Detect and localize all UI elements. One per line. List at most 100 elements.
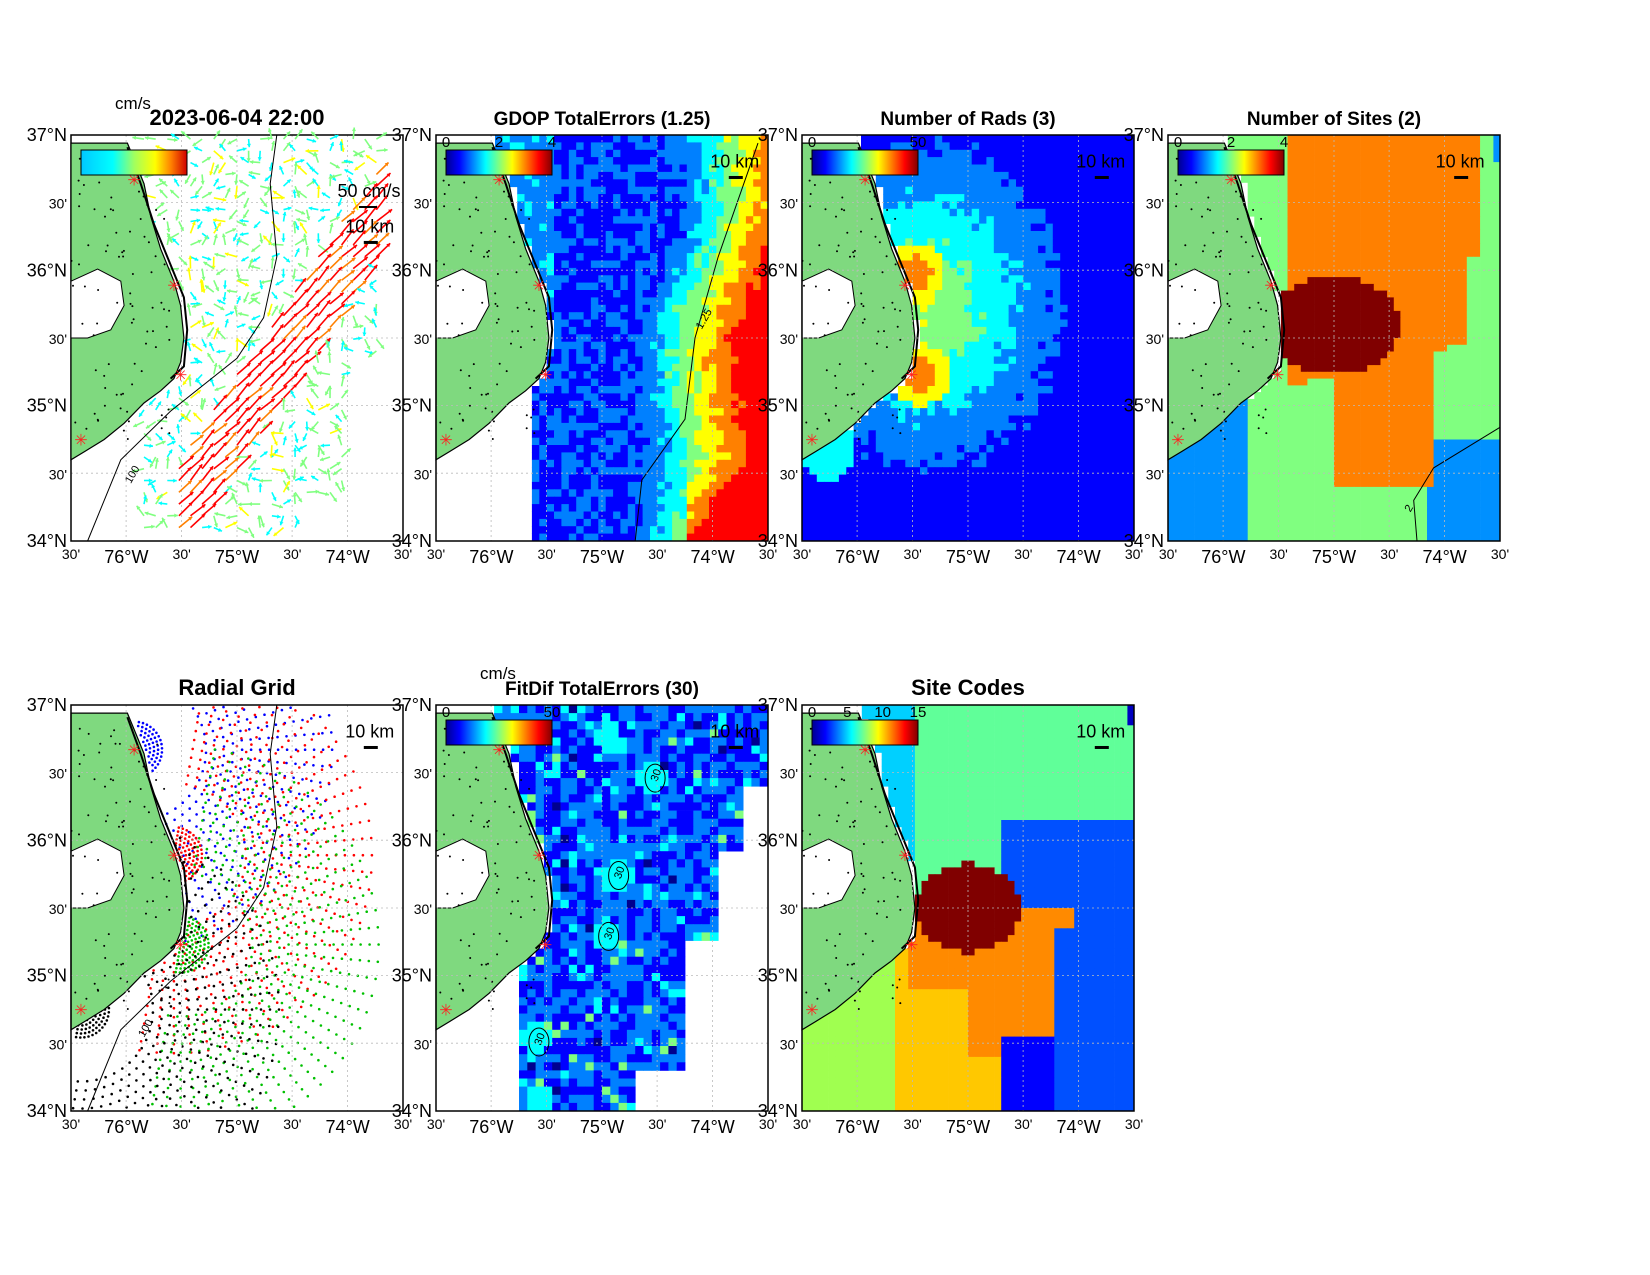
rads-cell	[1008, 496, 1017, 505]
rads-cell	[1060, 164, 1068, 173]
rads-cell	[1119, 223, 1127, 232]
rads-cell	[949, 400, 958, 409]
coast-dot	[487, 249, 490, 252]
gdop-cell	[723, 437, 732, 446]
rads-cell	[1030, 452, 1039, 461]
gdop-cell	[731, 186, 739, 195]
rads-cell	[942, 481, 950, 490]
rads-cell	[1089, 194, 1098, 202]
rads-cell	[861, 422, 869, 431]
gdop-cell	[731, 297, 739, 306]
rads-cell	[912, 275, 921, 284]
gdop-cell	[701, 393, 710, 402]
rads-cell	[942, 349, 950, 357]
gdop-cell	[568, 445, 577, 453]
rads-cell	[942, 157, 950, 165]
rads-cell	[927, 245, 936, 254]
colorbar	[445, 149, 553, 176]
rads-cell	[1008, 452, 1017, 461]
gdop-cell	[701, 526, 710, 534]
rads-cell	[1016, 408, 1024, 416]
coast-dot	[103, 404, 106, 407]
rads-cell	[1104, 378, 1113, 387]
rads-cell	[1126, 363, 1135, 372]
rads-cell	[1052, 260, 1061, 269]
rads-cell	[956, 437, 965, 446]
rads-cell	[971, 349, 980, 357]
gdop-cell	[576, 511, 584, 520]
rads-cell	[1001, 378, 1009, 387]
gdop-cell	[701, 231, 710, 239]
coast-dot	[122, 255, 125, 258]
rads-cell	[986, 430, 995, 439]
gdop-cell	[738, 245, 747, 254]
vector-arrowhead	[191, 221, 196, 226]
gdop-cell	[539, 459, 548, 468]
rads-cell	[875, 430, 884, 439]
rads-cell	[1023, 474, 1032, 483]
gdop-cell	[635, 312, 643, 320]
vector-arrowhead	[388, 209, 393, 214]
gdop-cell	[583, 282, 592, 291]
scale-bar-label: 10 km	[345, 216, 394, 236]
gdop-cell	[701, 238, 710, 247]
gdop-cell	[605, 290, 614, 298]
gdop-cell	[583, 231, 592, 239]
vector-arrowhead	[206, 157, 211, 161]
rads-cell	[927, 179, 936, 188]
vector-arrowhead	[251, 467, 255, 472]
rads-cell	[1119, 363, 1127, 372]
gdop-cell	[686, 238, 695, 247]
gdop-cell	[686, 282, 695, 291]
rads-cell	[979, 194, 987, 202]
gdop-cell	[613, 526, 621, 534]
rads-cell	[1082, 496, 1091, 505]
coast-dot	[487, 255, 490, 258]
rads-cell	[1016, 297, 1024, 306]
gdop-cell	[716, 171, 725, 180]
scale-bar-label: 10 km	[710, 151, 759, 171]
gdop-cell	[679, 253, 688, 261]
rads-cell	[905, 238, 914, 247]
gdop-cell	[686, 445, 695, 453]
rads-cell	[979, 371, 987, 379]
rads-cell	[956, 267, 965, 276]
rads-cell	[846, 489, 855, 498]
vector-arrowhead	[305, 148, 309, 153]
rads-cell	[1104, 341, 1113, 350]
gdop-cell	[738, 422, 747, 431]
gdop-cell	[745, 437, 754, 446]
rads-cell	[956, 341, 965, 350]
gdop-cell	[657, 393, 666, 402]
gdop-cell	[642, 171, 651, 180]
vector-arrowhead	[194, 163, 199, 167]
gdop-cell	[672, 533, 680, 542]
rads-cell	[971, 371, 980, 379]
gdop-cell	[613, 430, 621, 439]
rads-cell	[986, 363, 995, 372]
gdop-cell	[701, 511, 710, 520]
gdop-cell	[605, 445, 614, 453]
gdop-cell	[546, 282, 555, 291]
vector-arrowhead	[144, 136, 149, 141]
vector-arrowhead	[316, 185, 321, 189]
gdop-cell	[672, 526, 680, 534]
gdop-cell	[760, 504, 769, 512]
rads-cell	[816, 496, 825, 505]
rads-cell	[1052, 326, 1061, 335]
gdop-cell	[672, 504, 680, 512]
gdop-cell	[686, 260, 695, 269]
gdop-cell	[583, 356, 592, 365]
rads-cell	[1023, 356, 1032, 365]
gdop-cell	[635, 363, 643, 372]
gdop-cell	[657, 304, 666, 313]
gdop-cell	[657, 245, 666, 254]
rads-cell	[979, 349, 987, 357]
rads-cell	[949, 386, 958, 394]
gdop-cell	[620, 489, 629, 498]
rads-cell	[979, 157, 987, 165]
gdop-cell	[561, 408, 570, 416]
gdop-cell	[627, 356, 636, 365]
gdop-cell	[709, 238, 717, 247]
gdop-cell	[723, 504, 732, 512]
